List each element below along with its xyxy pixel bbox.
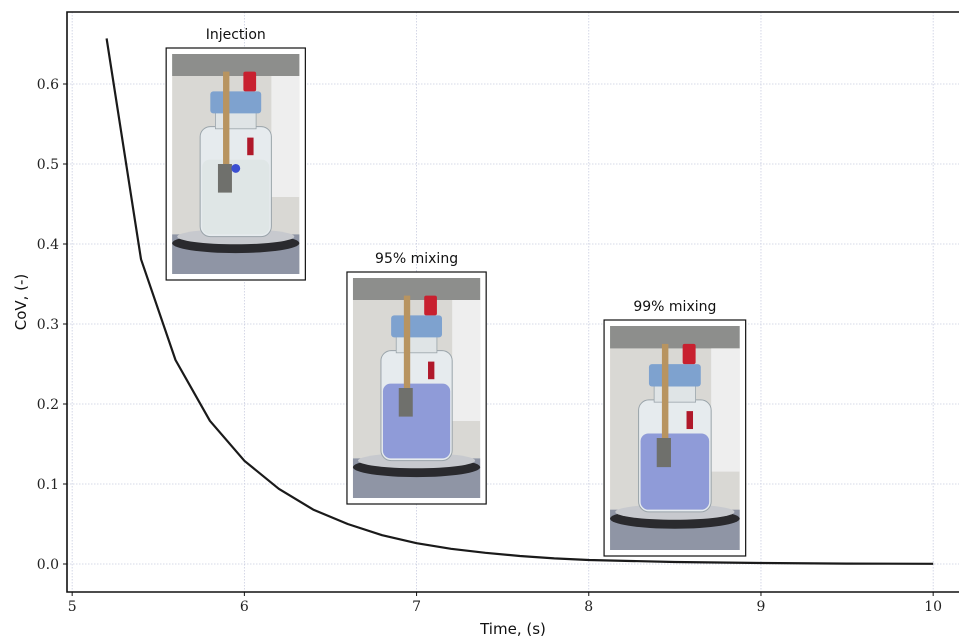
y-tick-label: 0.5 bbox=[37, 157, 59, 173]
annotation-photo-2: 95% mixing bbox=[346, 251, 487, 505]
probe-sensor bbox=[217, 164, 232, 193]
axes bbox=[63, 11, 959, 596]
y-tick-label: 0.6 bbox=[37, 77, 59, 93]
bottle-neck bbox=[395, 334, 438, 354]
series-line-1 bbox=[105, 38, 934, 565]
bottle-neck bbox=[215, 110, 257, 130]
x-tick-label: 7 bbox=[412, 599, 421, 615]
y-axis-label: CoV, (-) bbox=[12, 274, 30, 331]
photo-panel bbox=[452, 300, 481, 421]
red-probe-tip bbox=[428, 361, 435, 380]
annotation-label: Injection bbox=[206, 27, 266, 43]
red-probe-tip bbox=[247, 137, 254, 156]
photo-shelf bbox=[172, 54, 300, 76]
photo-panel bbox=[271, 76, 300, 197]
x-tick-label: 5 bbox=[68, 599, 77, 615]
y-tick-label: 0.0 bbox=[37, 557, 59, 573]
dye-drop bbox=[231, 163, 241, 173]
annotation-label: 99% mixing bbox=[633, 299, 716, 315]
y-tick-label: 0.1 bbox=[37, 477, 59, 493]
y-tick-label: 0.3 bbox=[37, 317, 59, 333]
y-tick-label: 0.2 bbox=[37, 397, 59, 413]
bottle-liquid bbox=[382, 383, 451, 459]
probe-cable bbox=[403, 295, 411, 395]
probe-cable bbox=[661, 343, 669, 445]
bottle-cap bbox=[210, 91, 262, 114]
annotation-photo-3: 99% mixing bbox=[603, 299, 747, 557]
bottle-cap bbox=[391, 315, 443, 338]
probe-sensor bbox=[398, 388, 413, 417]
bottle-cap bbox=[648, 364, 701, 387]
photo-shelf bbox=[352, 278, 481, 300]
red-connector bbox=[682, 343, 696, 365]
x-tick-label: 8 bbox=[584, 599, 593, 615]
annotation-label: 95% mixing bbox=[375, 251, 458, 267]
photo-panel bbox=[711, 348, 740, 472]
x-tick-label: 10 bbox=[924, 599, 942, 615]
series-layer bbox=[105, 38, 934, 565]
probe-cable bbox=[223, 71, 230, 171]
probe-sensor bbox=[656, 438, 671, 468]
photo-shelf bbox=[610, 326, 740, 349]
red-connector bbox=[243, 71, 257, 92]
photo-annotations: Injection 95% mixing 99% mixing bbox=[165, 27, 747, 557]
axes-frame bbox=[66, 11, 959, 593]
annotation-photo-1: Injection bbox=[165, 27, 306, 281]
x-tick-label: 6 bbox=[240, 599, 249, 615]
x-tick-label: 9 bbox=[757, 599, 766, 615]
red-connector bbox=[424, 295, 437, 316]
tick-labels: 5 6 7 8 9 10 0.0 0.1 0.2 0.3 0.4 0.5 0.6 bbox=[37, 77, 942, 615]
x-axis-label: Time, (s) bbox=[479, 620, 546, 637]
y-tick-label: 0.4 bbox=[37, 237, 59, 253]
bottle-liquid bbox=[640, 433, 710, 510]
red-probe-tip bbox=[686, 411, 694, 430]
bottle-neck bbox=[653, 383, 697, 403]
